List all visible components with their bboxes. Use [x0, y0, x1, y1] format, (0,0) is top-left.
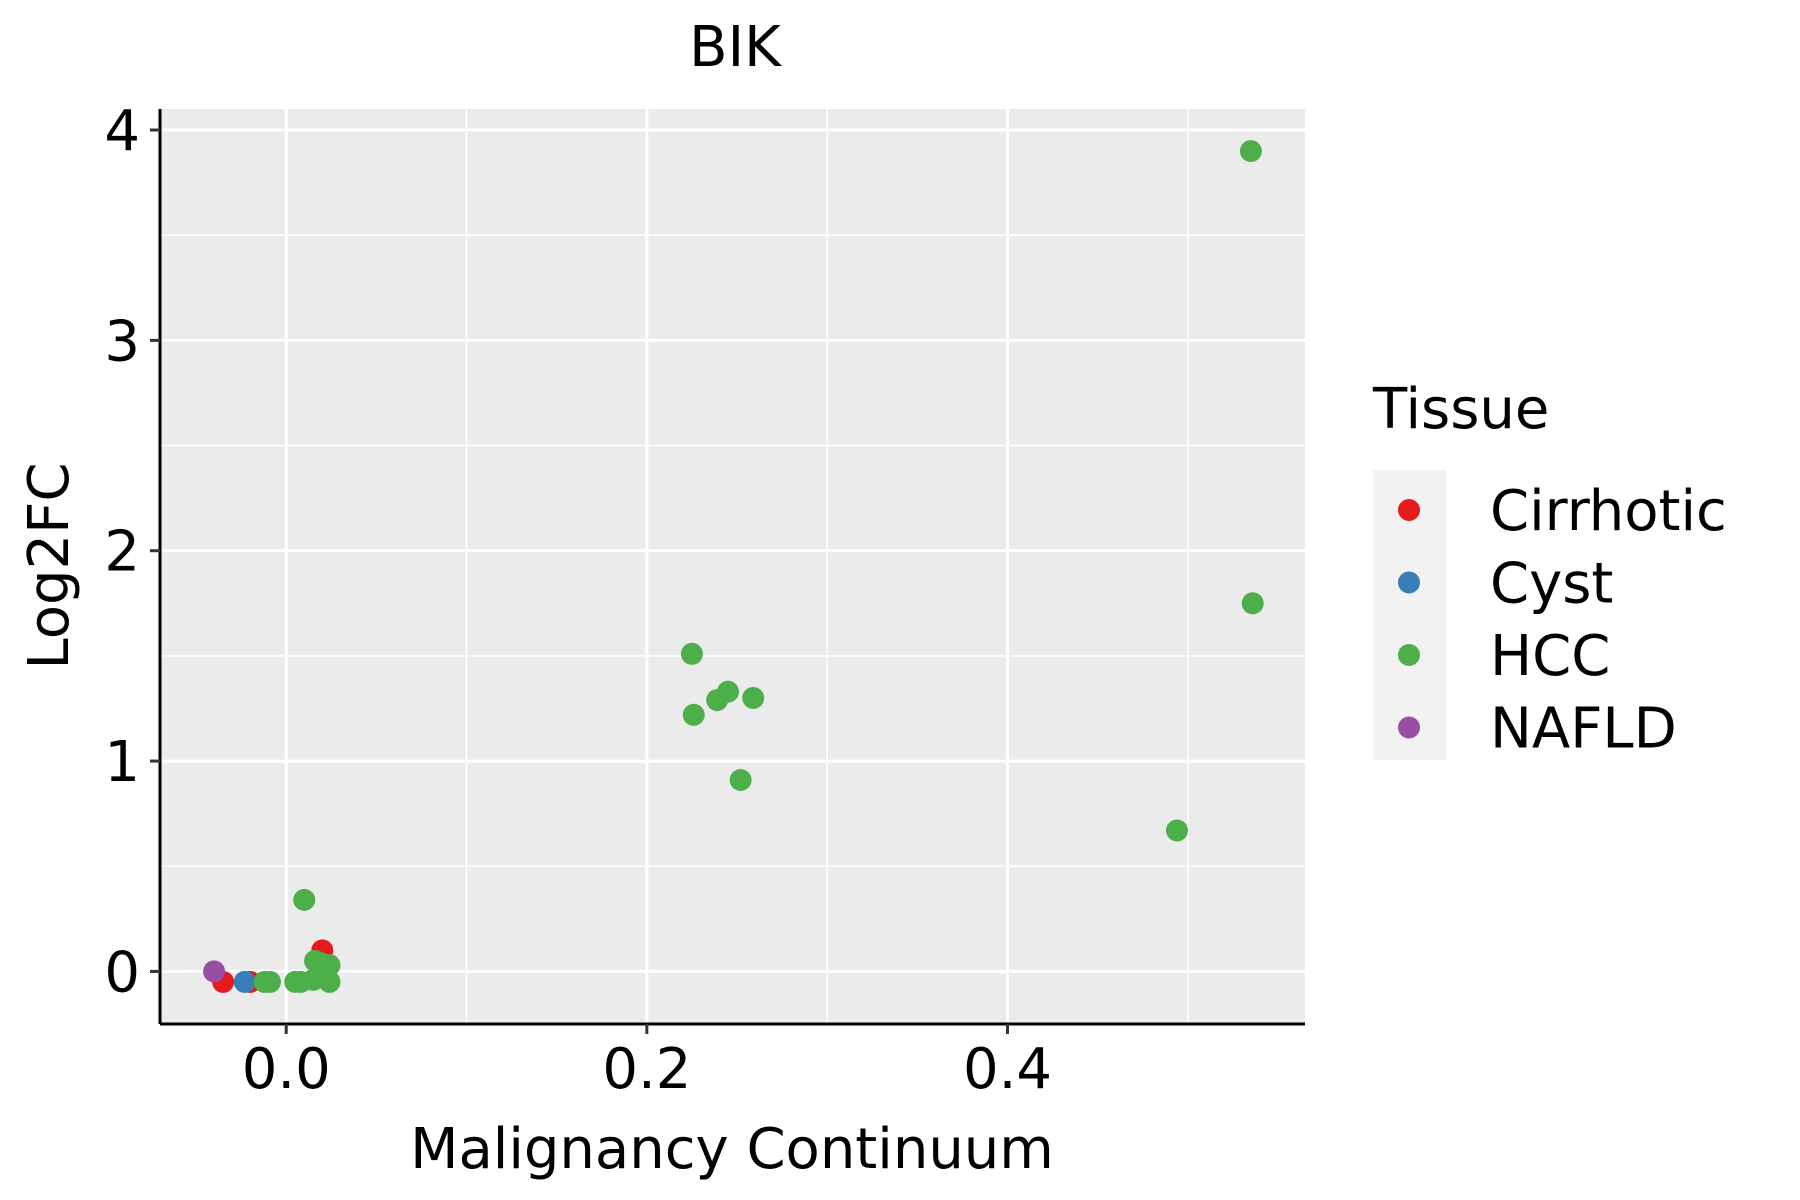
- point-hcc: [293, 888, 316, 911]
- x-axis-label: Malignancy Continuum: [410, 1117, 1054, 1182]
- point-hcc: [1239, 140, 1262, 163]
- grid-lines: [160, 109, 1305, 1024]
- legend-label-nafld: NAFLD: [1490, 697, 1677, 762]
- point-hcc: [742, 686, 765, 709]
- point-hcc: [258, 970, 281, 993]
- y-ticks: 0 1 2 3 4: [104, 99, 160, 1005]
- chart-title: BIK: [689, 15, 782, 80]
- data-points: [203, 140, 1264, 993]
- legend-key-nafld: [1398, 716, 1420, 739]
- x-tick-label: 0.4: [963, 1037, 1052, 1102]
- legend-key-cirrhotic: [1398, 499, 1420, 521]
- legend-title: Tissue: [1372, 377, 1549, 442]
- point-hcc: [318, 970, 341, 993]
- legend-label-cyst: Cyst: [1490, 552, 1613, 617]
- y-tick-label: 2: [104, 520, 140, 585]
- point-hcc: [1241, 592, 1264, 615]
- point-nafld: [203, 960, 226, 983]
- point-hcc: [318, 954, 341, 977]
- legend-key-hcc: [1398, 644, 1420, 666]
- x-tick-label: 0.0: [242, 1037, 331, 1102]
- legend: Tissue Cirrhotic Cyst HCC NAFLD: [1372, 377, 1727, 762]
- y-tick-label: 0: [104, 940, 140, 1005]
- axes: [158, 109, 1305, 1026]
- point-hcc: [716, 680, 739, 703]
- x-ticks: 0.0 0.2 0.4: [242, 1024, 1052, 1102]
- point-hcc: [680, 642, 703, 665]
- y-axis-label: Log2FC: [17, 463, 82, 670]
- y-tick-label: 4: [104, 99, 140, 164]
- legend-key-cyst: [1398, 571, 1420, 594]
- point-cyst: [233, 970, 256, 993]
- y-tick-label: 3: [104, 309, 140, 374]
- legend-label-hcc: HCC: [1490, 624, 1610, 689]
- point-hcc: [729, 769, 752, 791]
- point-hcc: [289, 970, 312, 993]
- plot-panel: [160, 109, 1305, 1024]
- y-tick-label: 1: [104, 730, 140, 795]
- point-hcc: [682, 703, 705, 726]
- x-tick-label: 0.2: [602, 1037, 691, 1102]
- legend-label-cirrhotic: Cirrhotic: [1490, 479, 1727, 544]
- point-hcc: [1165, 819, 1188, 842]
